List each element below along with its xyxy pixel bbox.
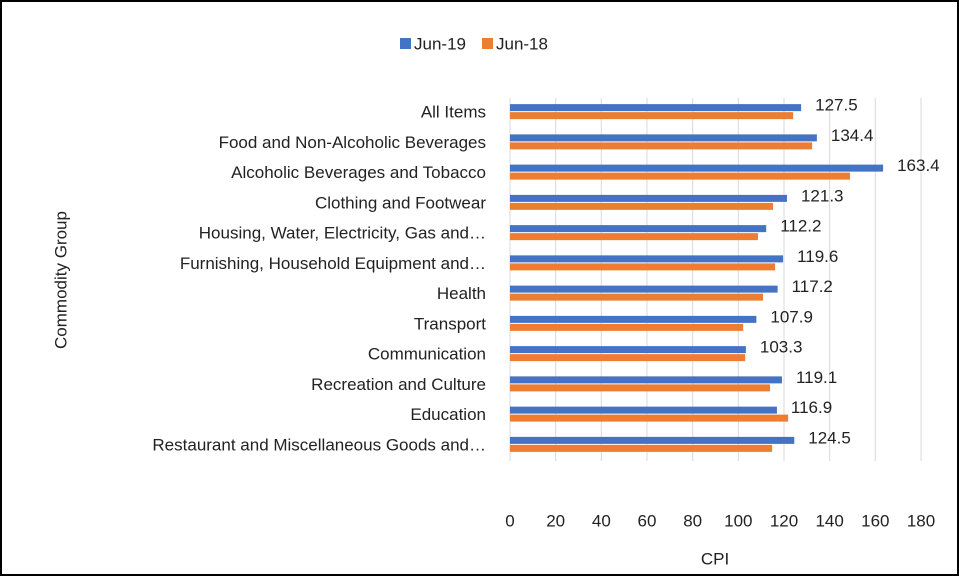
y-tick-label: Clothing and Footwear (315, 193, 486, 212)
bar (510, 112, 794, 120)
x-tick-label: 80 (683, 511, 702, 530)
x-tick-label: 120 (770, 511, 798, 530)
data-label: 107.9 (770, 307, 813, 326)
data-label: 121.3 (801, 186, 844, 205)
x-axis-title: CPI (701, 549, 729, 568)
bar (510, 376, 782, 384)
data-label: 116.9 (791, 398, 832, 417)
x-tick-label: 180 (907, 511, 935, 530)
bar (510, 414, 789, 422)
bar (510, 225, 767, 233)
bar (510, 354, 746, 362)
bar (510, 194, 787, 202)
y-tick-label: Alcoholic Beverages and Tobacco (231, 163, 486, 182)
y-axis-title: Commodity Group (51, 211, 70, 349)
bar (510, 164, 884, 172)
data-label: 163.4 (897, 156, 940, 175)
legend-label: Jun-18 (496, 34, 548, 53)
x-tick-label: 40 (592, 511, 611, 530)
x-tick-label: 60 (638, 511, 657, 530)
bar (510, 285, 778, 293)
x-tick-label: 20 (546, 511, 565, 530)
data-label: 124.5 (808, 428, 851, 447)
legend-label: Jun-19 (414, 34, 466, 53)
y-tick-label: Transport (414, 314, 486, 333)
bar (510, 293, 763, 301)
data-label: 127.5 (815, 96, 858, 115)
x-tick-label: 100 (724, 511, 752, 530)
x-tick-label: 160 (861, 511, 889, 530)
bar (510, 346, 746, 354)
legend-swatch (481, 38, 493, 49)
bar (510, 142, 813, 150)
bar (510, 233, 758, 241)
y-tick-label: Education (410, 405, 486, 424)
y-tick-label: Restaurant and Miscellaneous Goods and… (152, 435, 486, 454)
y-tick-label: Recreation and Culture (311, 375, 486, 394)
bar (510, 323, 744, 331)
legend-swatch (400, 38, 411, 49)
y-tick-label: Food and Non-Alcoholic Beverages (219, 133, 486, 152)
y-tick-label: Health (437, 284, 486, 303)
data-label: 134.4 (831, 126, 874, 145)
bar (510, 384, 771, 392)
y-tick-label: All Items (421, 103, 486, 122)
x-tick-label: 140 (815, 511, 843, 530)
bar (510, 134, 817, 142)
bar (510, 436, 795, 444)
bar (510, 202, 774, 210)
bar (510, 104, 802, 112)
bar (510, 172, 850, 180)
bar (510, 406, 777, 414)
data-label: 119.1 (796, 368, 837, 387)
bar (510, 255, 784, 263)
data-label: 117.2 (792, 277, 833, 296)
y-tick-label: Communication (368, 345, 486, 364)
x-tick-label: 0 (505, 511, 514, 530)
data-label: 112.2 (780, 217, 821, 236)
bar (510, 315, 757, 323)
data-label: 103.3 (760, 338, 803, 357)
bar (510, 444, 773, 452)
data-label: 119.6 (797, 247, 838, 266)
y-tick-label: Housing, Water, Electricity, Gas and… (199, 224, 486, 243)
bar (510, 263, 776, 271)
y-tick-label: Furnishing, Household Equipment and… (180, 254, 486, 273)
